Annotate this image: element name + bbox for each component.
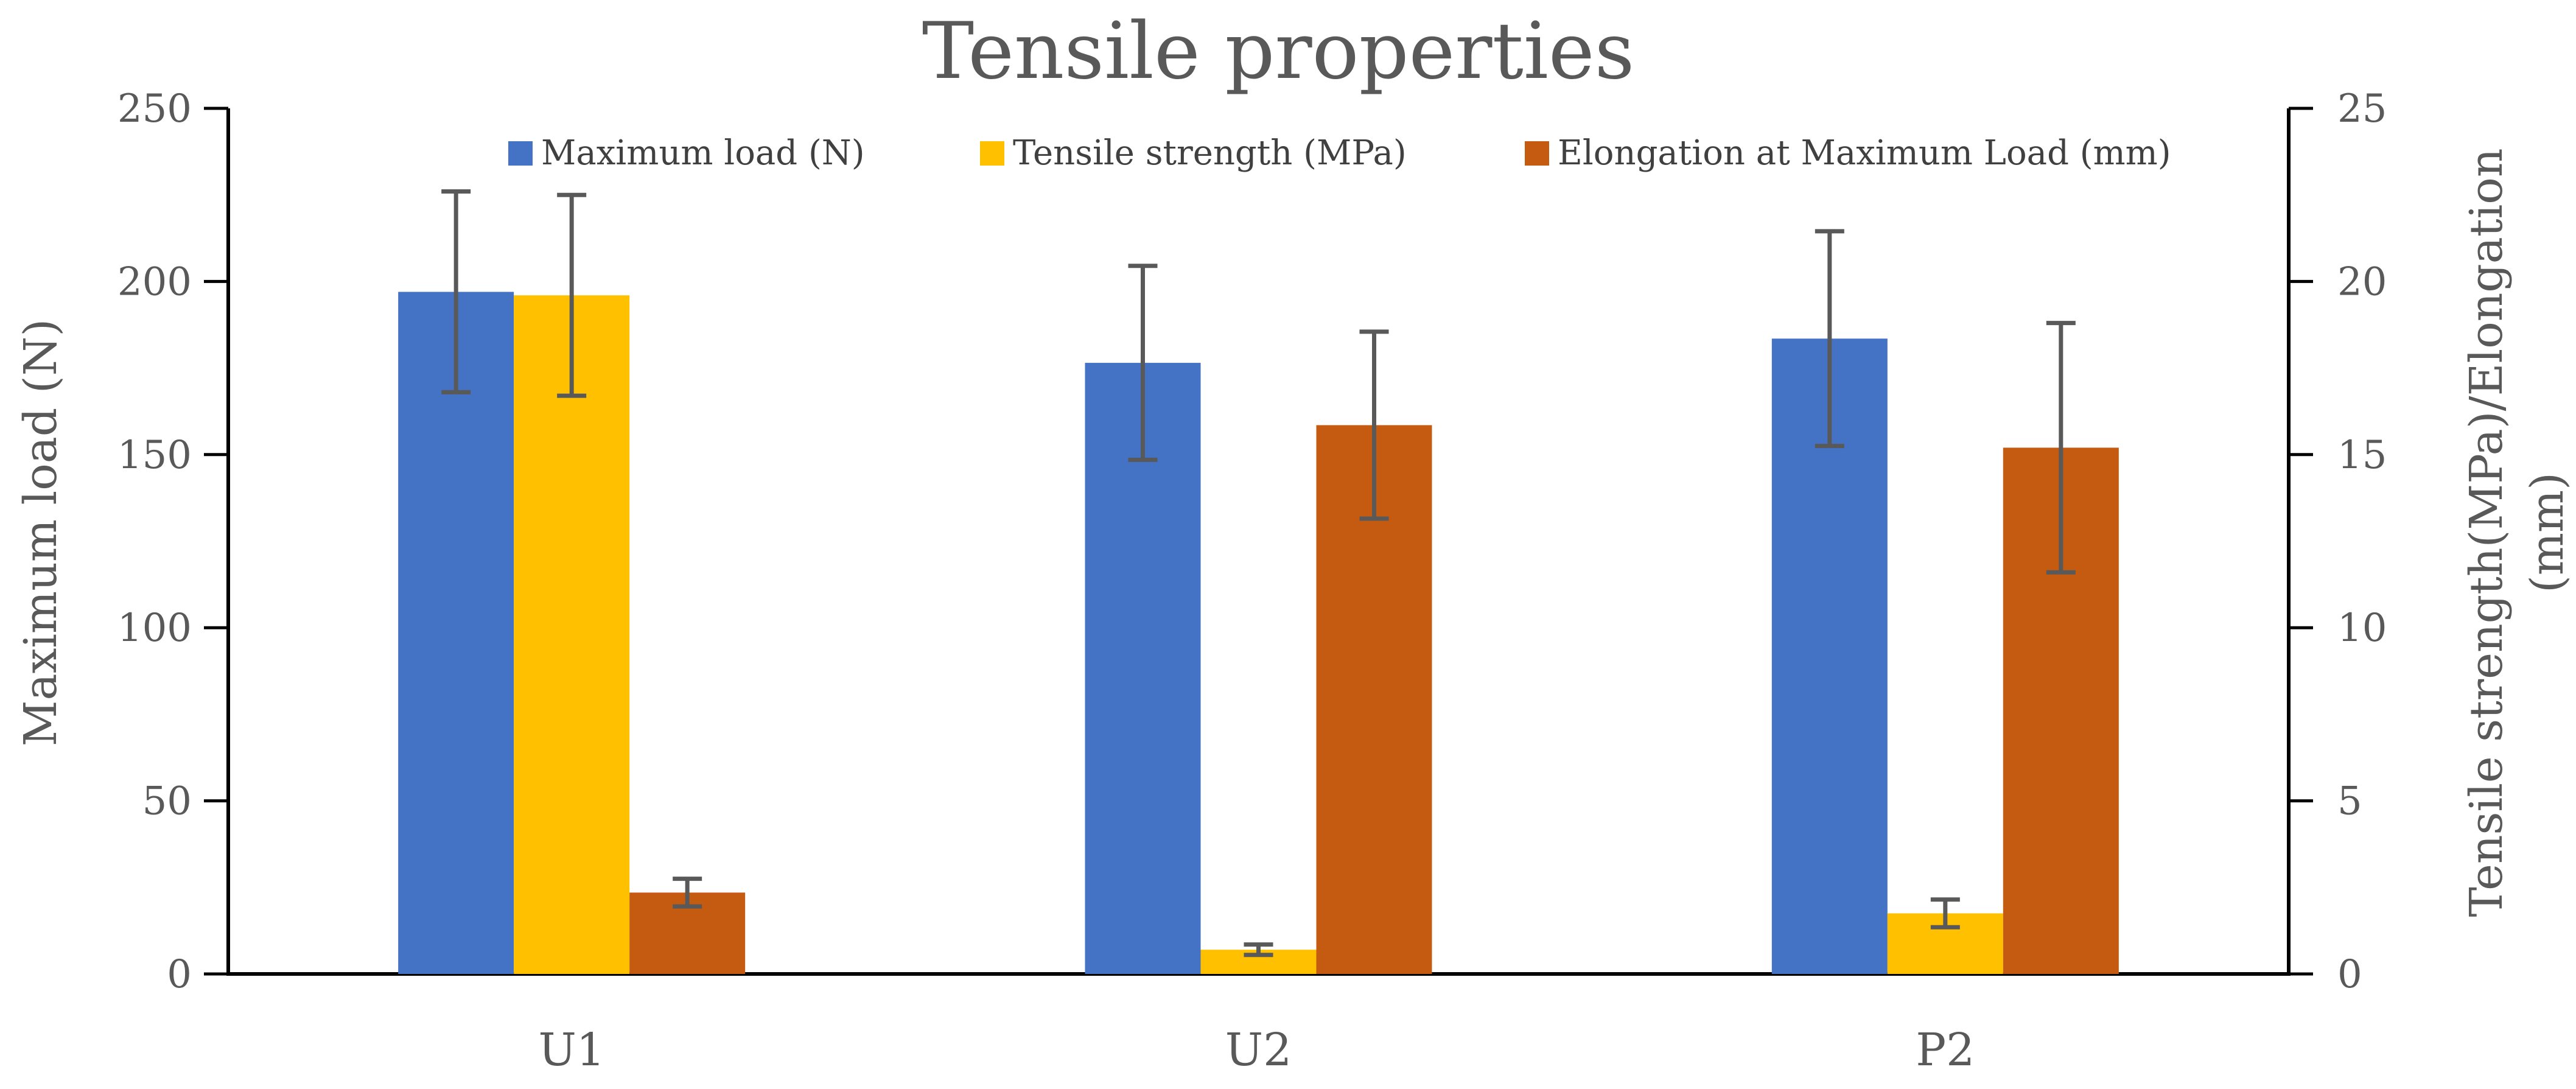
x-tick-label: U1 — [538, 1024, 604, 1076]
y2-tick-label: 25 — [2337, 86, 2387, 131]
error-bar-u2-series-2 — [1244, 942, 1273, 958]
legend: Maximum load (N) Tensile strength (MPa) El… — [508, 133, 2171, 173]
legend-label: Elongation at Maximum Load (mm) — [1558, 133, 2171, 173]
y-tick-label: 0 — [167, 952, 192, 997]
x-tick-label: P2 — [1916, 1024, 1975, 1076]
y-axis-title: Maximum load (N) — [15, 319, 67, 747]
error-bar-u2-series-1 — [1128, 264, 1158, 462]
error-bar-u2-series-3 — [1359, 329, 1389, 521]
y2-tick-label: 0 — [2337, 952, 2362, 997]
y-tick-label: 200 — [117, 259, 192, 304]
error-bar-u1-series-2 — [557, 192, 587, 398]
legend-swatch — [980, 141, 1004, 166]
legend-label: Maximum load (N) — [541, 133, 865, 173]
bar-u1-series-2 — [514, 295, 630, 975]
y2-tick-label: 15 — [2337, 433, 2387, 478]
y2-tick-label: 10 — [2337, 606, 2387, 651]
legend-swatch — [1525, 141, 1549, 166]
legend-item-3: Elongation at Maximum Load (mm) — [1525, 133, 2171, 173]
legend-item-1: Maximum load (N) — [508, 133, 865, 173]
y-tick-label: 50 — [142, 779, 192, 824]
error-bar-p2-series-1 — [1815, 229, 1844, 449]
error-bar-p2-series-3 — [2046, 321, 2076, 575]
chart-title: Tensile properties — [922, 6, 1635, 97]
legend-item-2: Tensile strength (MPa) — [980, 133, 1407, 173]
y2-tick-label: 20 — [2337, 259, 2387, 304]
error-bar-u1-series-1 — [441, 189, 471, 394]
y-tick-label: 150 — [117, 433, 192, 478]
y2-tick-label: 5 — [2337, 779, 2362, 824]
y-tick-label: 250 — [117, 86, 192, 131]
y2-axis-title-line-1: Tensile strength(MPa)/Elongation — [2460, 148, 2513, 917]
y-tick-label: 100 — [117, 606, 192, 651]
bar-u2-series-1 — [1085, 363, 1201, 974]
legend-swatch — [508, 141, 533, 166]
bar-u1-series-1 — [398, 292, 514, 974]
error-bar-u1-series-3 — [673, 877, 702, 909]
legend-label: Tensile strength (MPa) — [1013, 133, 1407, 173]
y2-axis-title: Tensile strength(MPa)/Elongation (mm) — [2460, 148, 2574, 917]
y2-axis-title-line-2: (mm) — [2521, 472, 2574, 593]
error-bar-p2-series-2 — [1930, 897, 1960, 930]
x-tick-label: U2 — [1225, 1024, 1292, 1076]
